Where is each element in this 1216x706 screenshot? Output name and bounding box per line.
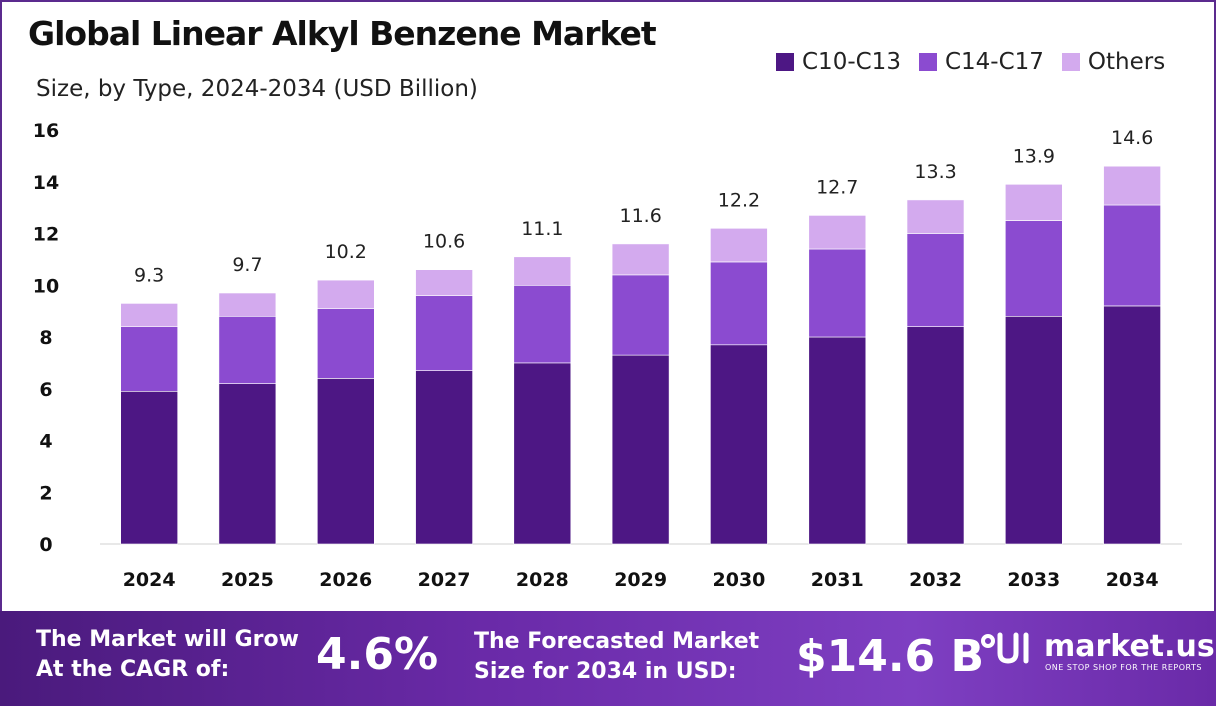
x-tick-label: 2028: [516, 569, 569, 591]
x-tick-label: 2025: [221, 569, 274, 591]
bar-c10-c13-2031: [808, 336, 867, 545]
bar-c14-c17-2031: [808, 248, 867, 338]
x-tick-label: 2030: [713, 569, 766, 591]
bar-c10-c13-2032: [906, 326, 965, 545]
bar-c10-c13-2034: [1103, 305, 1161, 545]
bar-others-2026: [316, 279, 375, 309]
bar-total-label: 11.6: [619, 205, 661, 227]
x-tick-label: 2034: [1106, 569, 1159, 591]
bar-others-2033: [1004, 184, 1063, 221]
bar-c14-c17-2030: [710, 261, 768, 346]
y-tick-label: 8: [39, 327, 52, 349]
bar-c14-c17-2026: [316, 308, 375, 379]
cagr-label-line1: The Market will Grow: [36, 627, 299, 652]
bar-c10-c13-2029: [611, 354, 670, 545]
x-tick-label: 2032: [909, 569, 962, 591]
bar-total-label: 9.3: [134, 264, 164, 286]
bar-others-2029: [611, 243, 670, 276]
bar-c10-c13-2027: [415, 370, 473, 545]
x-tick-label: 2033: [1007, 569, 1060, 591]
bar-total-label: 12.7: [816, 176, 858, 198]
bar-total-label: 10.2: [325, 241, 367, 263]
y-tick-label: 4: [39, 431, 52, 453]
cagr-label: The Market will Grow At the CAGR of:: [36, 625, 299, 685]
x-tick-label: 2029: [614, 569, 667, 591]
bar-others-2025: [218, 292, 277, 317]
bar-others-2028: [513, 256, 572, 286]
x-tick-label: 2026: [319, 569, 372, 591]
bar-c14-c17-2033: [1004, 220, 1063, 317]
y-tick-label: 10: [33, 275, 59, 297]
y-tick-label: 2: [39, 482, 52, 504]
bar-total-label: 11.1: [521, 218, 563, 240]
bar-others-2027: [415, 269, 473, 296]
bar-c10-c13-2025: [218, 383, 277, 545]
y-tick-label: 12: [33, 224, 59, 246]
bar-total-label: 13.3: [914, 161, 956, 183]
legend-swatch-others: [1061, 53, 1080, 71]
footer-banner: The Market will Grow At the CAGR of: 4.6…: [0, 611, 1216, 706]
bar-c14-c17-2024: [120, 326, 178, 392]
bar-others-2034: [1103, 165, 1161, 206]
bar-total-label: 13.9: [1013, 145, 1055, 167]
bar-c10-c13-2028: [513, 362, 572, 545]
legend-item-c10-c13: C10-C13: [776, 49, 901, 75]
legend-item-others: Others: [1061, 49, 1166, 75]
bar-others-2024: [120, 303, 178, 327]
bar-c14-c17-2025: [218, 316, 277, 384]
forecast-label: The Forecasted Market Size for 2034 in U…: [474, 627, 759, 687]
x-tick-label: 2027: [418, 569, 471, 591]
cagr-value: 4.6%: [316, 629, 439, 680]
legend-swatch-c10-c13: [776, 53, 794, 71]
forecast-label-line1: The Forecasted Market: [474, 629, 760, 654]
bar-c14-c17-2027: [415, 295, 473, 371]
bar-c10-c13-2033: [1004, 316, 1063, 545]
market-us-logo-text: market.us: [1044, 629, 1215, 664]
market-us-logo: market.us ONE STOP SHOP FOR THE REPORTS: [980, 629, 1215, 672]
bar-c14-c17-2028: [513, 285, 572, 364]
bar-total-label: 14.6: [1111, 127, 1153, 149]
forecast-label-line2: Size for 2034 in USD:: [474, 659, 737, 684]
legend-label-c10-c13: C10-C13: [802, 49, 901, 75]
bar-c14-c17-2032: [906, 233, 965, 327]
bar-others-2030: [710, 228, 768, 263]
bar-total-label: 9.7: [232, 254, 262, 276]
legend: C10-C13 C14-C17 Others: [776, 46, 1183, 78]
legend-label-others: Others: [1087, 49, 1166, 75]
cagr-label-line2: At the CAGR of:: [36, 657, 230, 682]
bar-c14-c17-2029: [611, 274, 670, 356]
y-tick-label: 14: [33, 172, 59, 194]
bar-c10-c13-2026: [316, 378, 375, 545]
bar-c10-c13-2030: [710, 344, 768, 545]
chart-subtitle: Size, by Type, 2024-2034 (USD Billion): [36, 76, 478, 102]
bar-others-2031: [808, 215, 867, 250]
bar-c14-c17-2034: [1103, 204, 1161, 307]
y-tick-label: 16: [33, 120, 59, 142]
x-tick-label: 2024: [123, 569, 176, 591]
y-tick-label: 0: [39, 534, 52, 556]
bar-others-2032: [906, 199, 965, 234]
market-us-logo-icon: [981, 632, 1029, 664]
bar-c10-c13-2024: [120, 390, 178, 545]
y-tick-label: 6: [39, 379, 52, 401]
chart-title: Global Linear Alkyl Benzene Market: [28, 14, 657, 53]
bar-total-label: 10.6: [423, 231, 465, 253]
bar-total-label: 12.2: [718, 189, 760, 211]
market-us-logo-tagline: ONE STOP SHOP FOR THE REPORTS: [1045, 663, 1202, 672]
legend-label-c14-c17: C14-C17: [944, 49, 1044, 75]
x-tick-label: 2031: [811, 569, 864, 591]
forecast-value: $14.6 B: [796, 631, 985, 682]
legend-item-c14-c17: C14-C17: [918, 49, 1044, 75]
stacked-bar-chart: 0 2 4 6 8 10 12 14 16 9.3 2024 9.7 2025 10.2 2026 10.6 2…: [33, 120, 1182, 591]
legend-swatch-c14-c17: [918, 53, 937, 71]
